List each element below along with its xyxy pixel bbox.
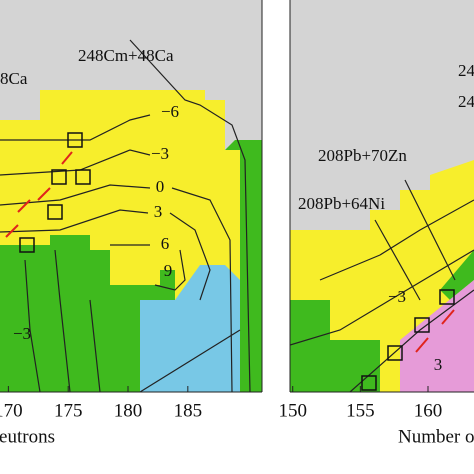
contour-label: −6 (161, 102, 179, 121)
region-blue (140, 265, 240, 392)
contour-label: 3 (434, 355, 443, 374)
contour-label: 6 (161, 234, 170, 253)
left-map (0, 0, 262, 392)
reaction-marker (414, 317, 430, 333)
contour-line (290, 249, 474, 346)
region-green (225, 140, 262, 392)
contour-line (139, 329, 241, 392)
x-axis-label: Number of neutrons (0, 426, 55, 447)
annotation: 248Cm+48Ca (78, 46, 174, 65)
arrow (17, 199, 31, 213)
contour-line (0, 149, 151, 176)
annotation: 208Pb+70Zn (318, 146, 407, 165)
x-tick-label: 185 (174, 400, 203, 421)
x-tick-label: 160 (414, 400, 443, 421)
contour-line (110, 244, 186, 291)
x-tick-label: 175 (54, 400, 83, 421)
contour-label: −3 (388, 287, 406, 306)
reaction-marker (439, 289, 455, 305)
arrow (61, 151, 73, 165)
x-axis-label: Number of neutrons (398, 426, 474, 447)
contour-label: 9 (164, 261, 173, 280)
annotation: 24 (458, 61, 474, 80)
x-tick-label: 150 (278, 400, 307, 421)
region-green (290, 300, 380, 392)
region-pink (400, 280, 474, 392)
x-tick-label: 155 (346, 400, 375, 421)
arrow (37, 187, 51, 201)
x-tick-label: 170 (0, 400, 23, 421)
reaction-marker (47, 204, 63, 220)
reaction-marker (387, 345, 403, 361)
annotation: 24 (458, 92, 474, 111)
contour-line (319, 199, 474, 281)
reaction-marker (19, 237, 35, 253)
arrow (441, 309, 455, 325)
reaction-marker (51, 169, 67, 185)
right-map (290, 0, 474, 392)
region-green (440, 250, 474, 300)
labels: 170 175 180 185 Number of neutrons 248Cm+48Ca… (0, 46, 474, 447)
contour-line (129, 39, 251, 392)
contour-line (0, 184, 233, 392)
contour-label: 3 (154, 202, 163, 221)
pointer-line (374, 219, 421, 301)
annotation-group: 248Cm+48Ca 8Ca −6 −3 0 3 6 9 −3 (0, 46, 179, 343)
annotation-group: 208Pb+70Zn 208Pb+64Ni 24 24 −3 3 (298, 61, 474, 374)
contour-line (349, 289, 474, 392)
contour-line (0, 209, 211, 301)
contour-line (0, 114, 151, 141)
region-green (0, 235, 175, 392)
annotation: 208Pb+64Ni (298, 194, 385, 213)
contour-label: −3 (13, 324, 31, 343)
annotation: 8Ca (0, 69, 28, 88)
reaction-marker (75, 169, 91, 185)
reaction-marker (361, 375, 377, 391)
pointer-line (404, 179, 456, 281)
contour-line (24, 249, 101, 392)
arrow (5, 224, 19, 238)
x-tick-label: 180 (114, 400, 143, 421)
contour-label: 0 (156, 177, 165, 196)
arrow (415, 337, 429, 353)
reaction-marker (67, 132, 83, 148)
contour-label: −3 (151, 144, 169, 163)
